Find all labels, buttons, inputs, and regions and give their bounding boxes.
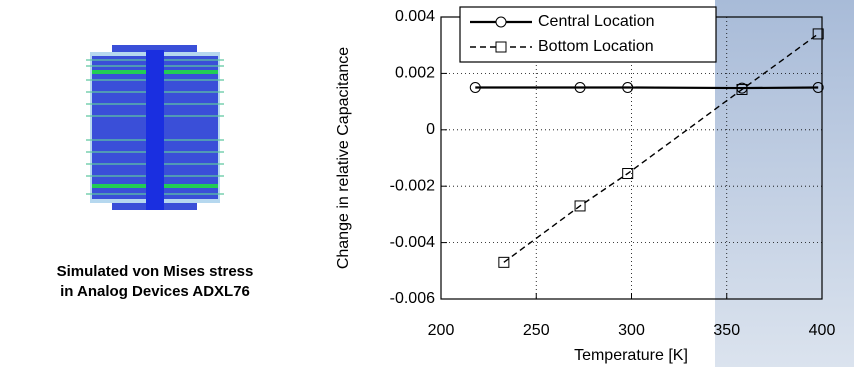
x-tick-label: 250	[523, 322, 550, 339]
legend-marker	[496, 42, 506, 52]
y-tick-label: 0.004	[395, 8, 435, 25]
x-tick-label: 350	[713, 322, 740, 339]
y-tick-label: 0	[426, 121, 435, 138]
y-tick-label: -0.002	[390, 177, 435, 194]
legend-marker	[496, 17, 506, 27]
caption-line: in Analog Devices ADXL76	[60, 283, 250, 300]
chart: Simulated von Mises stress in Analog Dev…	[0, 0, 854, 367]
device-image	[86, 45, 224, 210]
y-tick-label: -0.004	[390, 234, 435, 251]
y-tick-label: -0.006	[390, 290, 435, 307]
y-axis-label: Change in relative Capacitance	[335, 47, 352, 269]
x-tick-label: 300	[618, 322, 645, 339]
legend-label: Central Location	[538, 13, 655, 30]
legend-label: Bottom Location	[538, 38, 654, 55]
series-line	[475, 88, 818, 89]
page: {"caption": ["Simulated von Mises stress…	[0, 0, 854, 367]
x-axis-label: Temperature [K]	[574, 347, 688, 364]
caption-line: Simulated von Mises stress	[57, 263, 254, 280]
x-tick-label: 400	[809, 322, 836, 339]
x-tick-label: 200	[428, 322, 455, 339]
background-shade	[715, 0, 854, 367]
y-tick-label: 0.002	[395, 65, 435, 82]
